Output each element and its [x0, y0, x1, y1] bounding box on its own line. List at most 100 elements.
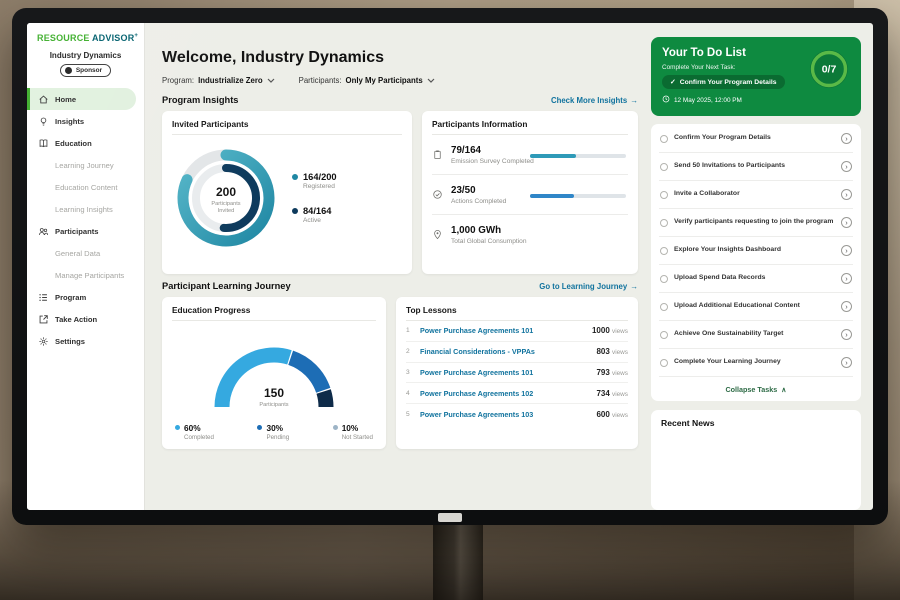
- participants-information-card: Participants Information 79/164 Emission …: [422, 111, 638, 274]
- sidebar-item-learning-insights[interactable]: Learning Insights: [27, 198, 144, 220]
- list-icon: [38, 292, 49, 303]
- arrow-right-icon: →: [630, 95, 638, 105]
- stat-label: Total Global Consumption: [451, 238, 527, 245]
- monitor-brand-logo: [438, 513, 462, 522]
- legend-value: 30%: [266, 423, 284, 433]
- task-invite-a-collaborator[interactable]: Invite a Collaborator ›: [659, 181, 853, 209]
- stat-text: 1,000 GWh Total Global Consumption: [451, 225, 527, 245]
- legend-item-active: 84/164 Active: [292, 206, 337, 224]
- task-checkbox[interactable]: [660, 190, 668, 199]
- task-checkbox[interactable]: [660, 330, 668, 339]
- sidebar-item-education-content[interactable]: Education Content: [27, 176, 144, 198]
- task-checkbox[interactable]: [660, 358, 668, 367]
- lesson-views: 793 views: [596, 367, 628, 377]
- next-task-pill[interactable]: ✓ Confirm Your Program Details: [662, 75, 785, 89]
- sidebar-item-insights[interactable]: Insights: [27, 110, 144, 132]
- chevron-right-icon[interactable]: ›: [841, 245, 852, 256]
- sidebar-item-manage-participants[interactable]: Manage Participants: [27, 264, 144, 286]
- lesson-link[interactable]: Power Purchase Agreements 101: [420, 367, 534, 377]
- sidebar-item-general-data[interactable]: General Data: [27, 242, 144, 264]
- chevron-right-icon[interactable]: ›: [841, 329, 852, 340]
- chevron-right-icon[interactable]: ›: [841, 301, 852, 312]
- sidebar-item-program[interactable]: Program: [27, 286, 144, 308]
- legend-text: 10% Not Started: [342, 423, 373, 441]
- lesson-views-label: views: [612, 369, 628, 377]
- task-upload-spend-data-records[interactable]: Upload Spend Data Records ›: [659, 265, 853, 293]
- lesson-link[interactable]: Power Purchase Agreements 101: [420, 326, 534, 336]
- sidebar: RESOURCE ADVISOR+ Industry Dynamics Spon…: [27, 23, 145, 510]
- task-checkbox[interactable]: [660, 302, 668, 311]
- lesson-views: 1000 views: [591, 326, 628, 336]
- task-label: Upload Spend Data Records: [674, 274, 766, 282]
- logo-text-secondary-word: ADVISOR: [91, 33, 135, 43]
- sidebar-item-label: Participants: [55, 226, 99, 236]
- go-to-learning-journey-link[interactable]: Go to Learning Journey →: [539, 282, 638, 291]
- task-label: Invite a Collaborator: [674, 190, 740, 198]
- sponsor-badge[interactable]: Sponsor: [59, 64, 112, 77]
- sidebar-item-take-action[interactable]: Take Action: [27, 308, 144, 330]
- chevron-right-icon[interactable]: ›: [841, 357, 852, 368]
- sidebar-item-participants[interactable]: Participants: [27, 220, 144, 242]
- collapse-tasks-link[interactable]: Collapse Tasks ∧: [659, 377, 853, 401]
- task-upload-additional-educational-content[interactable]: Upload Additional Educational Content ›: [659, 293, 853, 321]
- sidebar-item-label: Take Action: [55, 314, 98, 324]
- task-send-50-invitations-to-participants[interactable]: Send 50 Invitations to Participants ›: [659, 153, 853, 181]
- chevron-right-icon[interactable]: ›: [841, 217, 852, 228]
- sidebar-item-education[interactable]: Education: [27, 132, 144, 154]
- participants-stats-list: 79/164 Emission Survey Completed 23/50 Acti…: [432, 135, 628, 254]
- todo-subtitle: Complete Your Next Task:: [662, 64, 736, 71]
- education-progress-card-title: Education Progress: [172, 305, 376, 321]
- task-complete-your-learning-journey[interactable]: Complete Your Learning Journey ›: [659, 349, 853, 377]
- legend-dot: [332, 425, 338, 430]
- sidebar-item-settings[interactable]: Settings: [27, 330, 144, 352]
- task-confirm-your-program-details[interactable]: Confirm Your Program Details ›: [659, 125, 853, 153]
- sidebar-item-home[interactable]: Home: [27, 88, 136, 110]
- recent-news-title: Recent News: [661, 418, 715, 428]
- check-more-insights-link[interactable]: Check More Insights →: [551, 96, 638, 105]
- legend-dot: [292, 174, 298, 180]
- task-checkbox[interactable]: [660, 218, 668, 227]
- people-icon: [38, 226, 49, 237]
- participants-filter[interactable]: Participants: Only My Participants: [299, 76, 435, 85]
- task-checkbox[interactable]: [660, 162, 668, 171]
- lesson-link[interactable]: Financial Considerations - VPPAs: [420, 347, 535, 357]
- chevron-right-icon[interactable]: ›: [841, 133, 852, 144]
- todo-progress-ring: 0/7: [810, 50, 848, 88]
- invited-participants-card: Invited Participants 200 Participants Invi…: [162, 111, 412, 274]
- chevron-right-icon[interactable]: ›: [841, 161, 852, 172]
- chevron-down-icon: [267, 78, 275, 83]
- top-lessons-card: Top Lessons 1 Power Purchase Agreements 1…: [396, 297, 638, 449]
- task-verify-participants-requesting-to-join-the-program[interactable]: Verify participants requesting to join t…: [659, 209, 853, 237]
- program-filter-label: Program:: [162, 76, 195, 85]
- stat-text: 79/164 Emission Survey Completed: [451, 145, 534, 165]
- program-filter[interactable]: Program: Industrialize Zero: [162, 76, 275, 85]
- legend-label: Registered: [303, 183, 335, 190]
- sidebar-item-learning-journey[interactable]: Learning Journey: [27, 154, 144, 176]
- task-achieve-one-sustainability-target[interactable]: Achieve One Sustainability Target ›: [659, 321, 853, 349]
- action-icon: [38, 314, 49, 325]
- collapse-tasks-label: Collapse Tasks: [725, 385, 778, 394]
- bulb-icon: [38, 116, 49, 127]
- task-explore-your-insights-dashboard[interactable]: Explore Your Insights Dashboard ›: [659, 237, 853, 265]
- lesson-link[interactable]: Power Purchase Agreements 103: [420, 409, 534, 419]
- clock-icon: [662, 95, 670, 105]
- task-checkbox[interactable]: [660, 134, 668, 143]
- gauge-legend-item-not-started: 10% Not Started: [332, 423, 373, 441]
- lesson-link[interactable]: Power Purchase Agreements 102: [420, 388, 534, 398]
- sidebar-item-label: Insights: [55, 116, 85, 126]
- legend-dot: [292, 208, 298, 214]
- task-label: Complete Your Learning Journey: [674, 358, 781, 366]
- home-icon: [38, 94, 49, 105]
- task-label: Explore Your Insights Dashboard: [674, 246, 782, 254]
- todo-hero-card: Your To Do List Complete Your Next Task:…: [651, 37, 861, 116]
- chevron-right-icon[interactable]: ›: [841, 273, 852, 284]
- svg-text:Participants: Participants: [211, 201, 240, 207]
- task-checkbox[interactable]: [660, 274, 668, 283]
- lesson-row-3: 3 Power Purchase Agreements 101 793 views: [406, 363, 628, 384]
- legend-value: 164/200: [303, 172, 337, 182]
- sidebar-item-label: Education Content: [55, 182, 118, 192]
- chevron-right-icon[interactable]: ›: [841, 189, 852, 200]
- gear-icon: [38, 336, 49, 347]
- task-checkbox[interactable]: [660, 246, 668, 255]
- legend-value: 10%: [341, 423, 359, 433]
